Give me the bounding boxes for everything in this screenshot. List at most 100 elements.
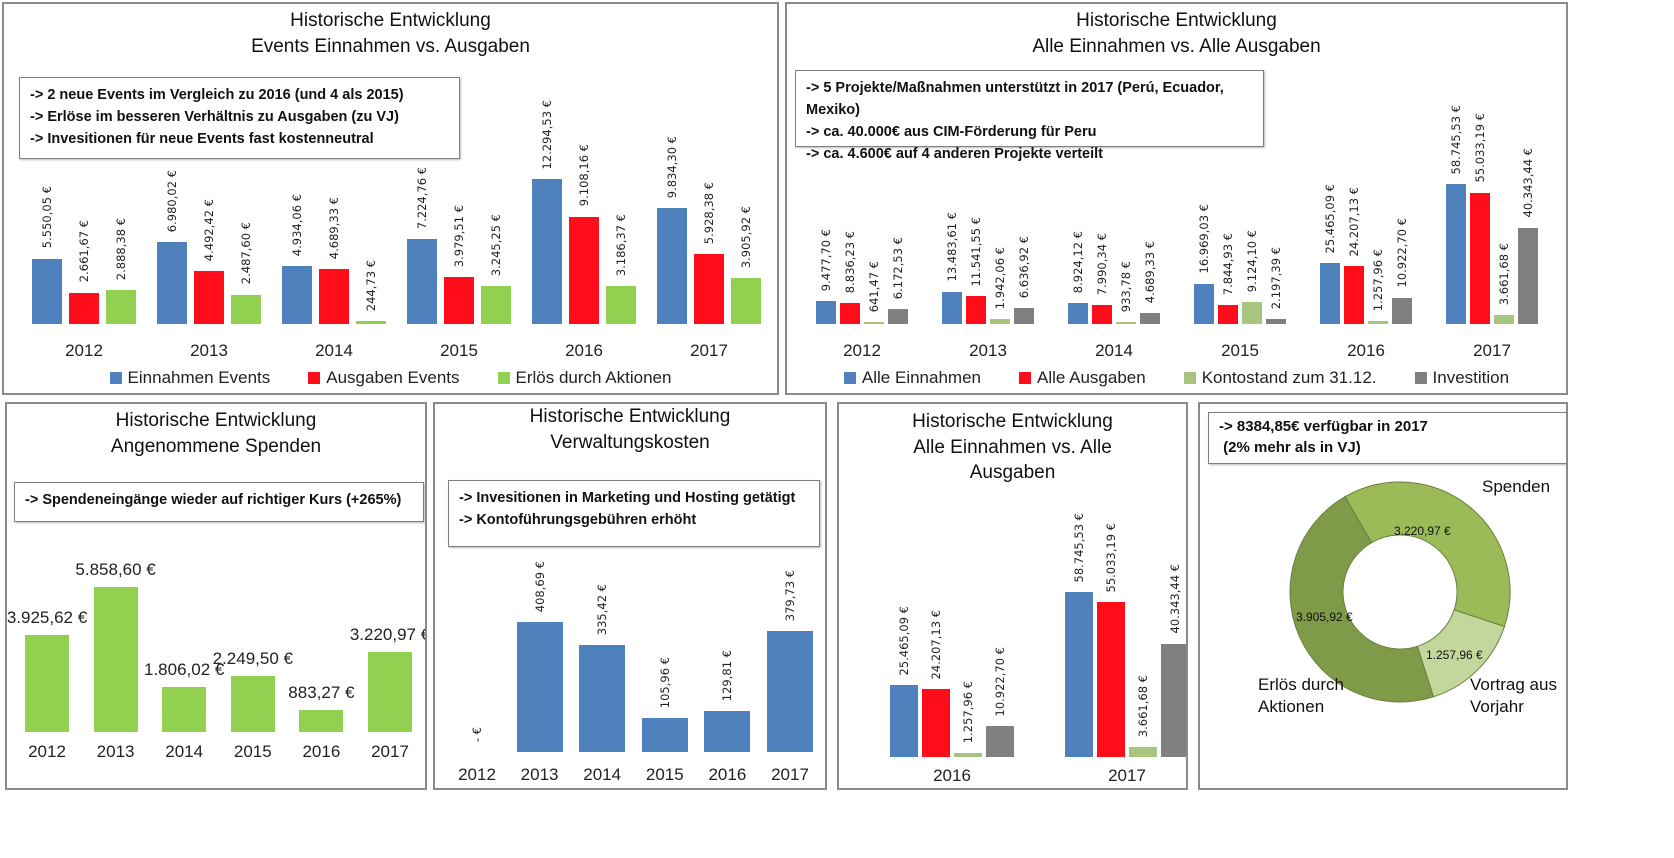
data-label: 7.224,76 €	[415, 166, 429, 229]
data-label: 3.905,92 €	[739, 205, 753, 268]
data-label: 408,69 €	[532, 560, 547, 612]
legend-swatch	[308, 372, 321, 384]
bar	[1242, 302, 1262, 324]
data-label: 8.836,23 €	[843, 230, 857, 293]
data-label: 11.541,55 €	[969, 217, 983, 287]
data-label: 9.477,70 €	[819, 229, 833, 292]
note-line: -> 5 Projekte/Maßnahmen unterstützt in 2…	[806, 80, 1224, 118]
category-label: 2014	[583, 765, 622, 784]
slice-value-label: 1.257,96 €	[1426, 648, 1483, 662]
bar	[1446, 184, 1466, 324]
bar	[1368, 321, 1388, 324]
data-label: 3.186,37 €	[614, 214, 628, 277]
bar	[93, 587, 138, 732]
bar	[1014, 308, 1034, 324]
note-line: -> ca. 40.000€ aus CIM-Förderung für Per…	[806, 124, 1097, 140]
note-box: -> 2 neue Events im Vergleich zu 2016 (u…	[19, 77, 460, 159]
data-label: 10.922,70 €	[1395, 218, 1409, 288]
legend-swatch	[1183, 372, 1196, 384]
bar	[282, 265, 312, 324]
bar	[1065, 592, 1093, 757]
bar	[230, 676, 275, 732]
bar	[106, 289, 136, 324]
category-label: 2012	[65, 341, 103, 360]
bar	[1218, 305, 1238, 324]
category-label: 2017	[1108, 766, 1146, 785]
legend-item: Einnahmen Events	[109, 368, 271, 388]
data-label: - €	[470, 726, 484, 742]
data-label: 5.858,60 €	[75, 560, 156, 579]
chart-title: Historische Entwicklung	[1076, 10, 1277, 31]
bar	[516, 622, 563, 752]
data-label: 3.661,68 €	[1497, 243, 1511, 306]
data-label: 40.343,44 €	[1521, 148, 1535, 218]
bar	[157, 241, 187, 324]
bar	[942, 291, 962, 324]
chart-title: Ausgaben	[969, 462, 1056, 483]
category-label: 2014	[165, 742, 204, 761]
data-label: 6.172,53 €	[891, 237, 905, 300]
category-label: 2016	[1347, 341, 1385, 360]
note-box: -> Invesitionen in Marketing und Hosting…	[448, 480, 820, 547]
data-label: 244,73 €	[364, 259, 378, 312]
data-label: 933,78 €	[1119, 260, 1133, 312]
bar	[606, 286, 636, 324]
legend-item: Alle Ausgaben	[1018, 368, 1146, 388]
data-label: 129,81 €	[720, 649, 735, 701]
legend-item: Investition	[1414, 368, 1509, 388]
category-label: 2012	[458, 765, 496, 784]
chart-panel-4: Historische Entwicklung Verwaltungskosten…	[433, 402, 827, 790]
data-label: 10.922,70 €	[993, 646, 1007, 717]
data-label: 2.888,38 €	[114, 217, 128, 280]
bar	[69, 292, 99, 324]
category-label: 2013	[96, 742, 135, 761]
bar	[481, 285, 511, 324]
chart-panel-6: -> 8384,85€ verfügbar in 2017 (2% mehr a…	[1198, 402, 1568, 790]
bar	[966, 296, 986, 324]
category-label: 2015	[233, 742, 272, 761]
legend-item: Erlös durch Aktionen	[497, 368, 671, 388]
data-label: 9.108,16 €	[577, 144, 591, 207]
legend-swatch	[497, 372, 510, 384]
note-box: -> 5 Projekte/Maßnahmen unterstützt in 2…	[795, 70, 1264, 162]
category-label: 2013	[969, 341, 1007, 360]
data-label: 16.969,03 €	[1197, 204, 1211, 274]
bar	[356, 321, 386, 324]
bar	[444, 277, 474, 324]
note-line: (2% mehr als in VJ)	[1219, 439, 1361, 456]
note-line: -> Invesitionen in Marketing und Hosting…	[459, 490, 796, 506]
legend-item: Kontostand zum 31.12.	[1183, 368, 1377, 388]
category-label: 2016	[302, 742, 341, 761]
bar	[194, 271, 224, 324]
slice-name-label: Erlös durch Aktionen	[1258, 675, 1344, 716]
category-label: 2016	[708, 765, 747, 784]
category-label: 2017	[690, 341, 728, 360]
data-label: 4.492,42 €	[202, 198, 216, 262]
note-line: -> ca. 4.600€ auf 4 anderen Projekte ver…	[806, 146, 1103, 162]
donut-slice	[1289, 496, 1435, 703]
bar	[1494, 315, 1514, 324]
data-label: 3.925,62 €	[6, 607, 88, 627]
note-line: -> Invesitionen für neue Events fast kos…	[30, 131, 374, 147]
data-label: 883,27 €	[288, 683, 355, 703]
bar	[1140, 312, 1160, 324]
bar	[25, 634, 69, 732]
data-label: 13.483,61 €	[945, 212, 959, 282]
category-label: 2016	[933, 766, 971, 785]
chart-title: Historische Entwicklung	[115, 410, 317, 431]
bar	[1161, 643, 1186, 757]
bar	[1116, 321, 1136, 324]
legend-label: Einnahmen Events	[127, 368, 271, 387]
bar	[816, 301, 836, 324]
category-label: 2017	[371, 742, 409, 761]
bar	[1194, 283, 1214, 324]
data-label: 4.689,33 €	[1143, 240, 1157, 303]
legend-label: Kontostand zum 31.12.	[1201, 368, 1377, 387]
chart-panel-5: Historische Entwicklung Alle Einnahmen vs…	[837, 402, 1188, 790]
bar	[579, 645, 626, 752]
slice-name-label: Vortrag aus Vorjahr	[1470, 675, 1557, 716]
data-label: 12.294,53 €	[540, 99, 554, 170]
data-label: 2.661,67 €	[77, 220, 91, 283]
note-line: -> 2 neue Events im Vergleich zu 2016 (u…	[30, 87, 404, 103]
data-label: 7.990,34 €	[1095, 232, 1109, 295]
